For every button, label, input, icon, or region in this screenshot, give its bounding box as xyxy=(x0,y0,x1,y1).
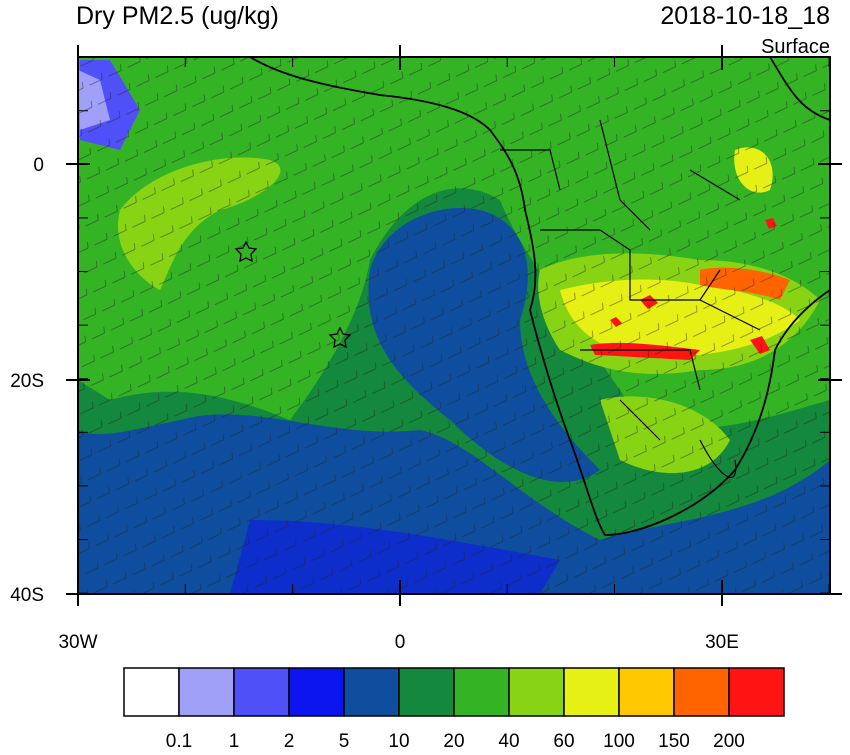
colorbar-label: 1 xyxy=(229,731,240,750)
colorbar-label: 60 xyxy=(553,731,574,750)
colorbar-label: 150 xyxy=(658,731,690,750)
colorbar-box xyxy=(618,667,675,717)
colorbar-label: 10 xyxy=(388,731,409,750)
lon-label: 0 xyxy=(395,632,406,653)
axis-ticks: 0 20S 40S 30W 0 30E xyxy=(10,45,842,653)
lon-label: 30E xyxy=(705,632,739,653)
colorbar-label: 100 xyxy=(603,731,635,750)
colorbar-label: 5 xyxy=(339,731,350,750)
colorbar-box xyxy=(563,667,620,717)
colorbar-box xyxy=(233,667,290,717)
level-label: Surface xyxy=(761,36,830,58)
lat-label: 0 xyxy=(33,155,44,176)
colorbar-box xyxy=(673,667,730,717)
colorbar-box xyxy=(453,667,510,717)
colorbar-box xyxy=(343,667,400,717)
colorbar-label: 200 xyxy=(713,731,745,750)
colorbar-box xyxy=(178,667,235,717)
lat-label: 20S xyxy=(10,371,44,392)
colorbar-box xyxy=(123,667,180,717)
lon-label: 30W xyxy=(58,632,97,653)
colorbar-label: 2 xyxy=(284,731,295,750)
colorbar-label: 40 xyxy=(498,731,519,750)
lat-label: 40S xyxy=(10,585,44,606)
colorbar-box xyxy=(288,667,345,717)
valid-time: 2018-10-18_18 xyxy=(660,2,830,30)
map-title: Dry PM2.5 (ug/kg) xyxy=(76,2,279,30)
colorbar-box xyxy=(728,667,785,717)
colorbar-label: 20 xyxy=(443,731,464,750)
colorbar: 0.1 1 2 5 10 20 40 60 100 150 200 xyxy=(123,667,785,752)
colorbar-box xyxy=(508,667,565,717)
colorbar-label: 0.1 xyxy=(166,731,192,750)
map-field xyxy=(78,57,830,594)
colorbar-box xyxy=(398,667,455,717)
